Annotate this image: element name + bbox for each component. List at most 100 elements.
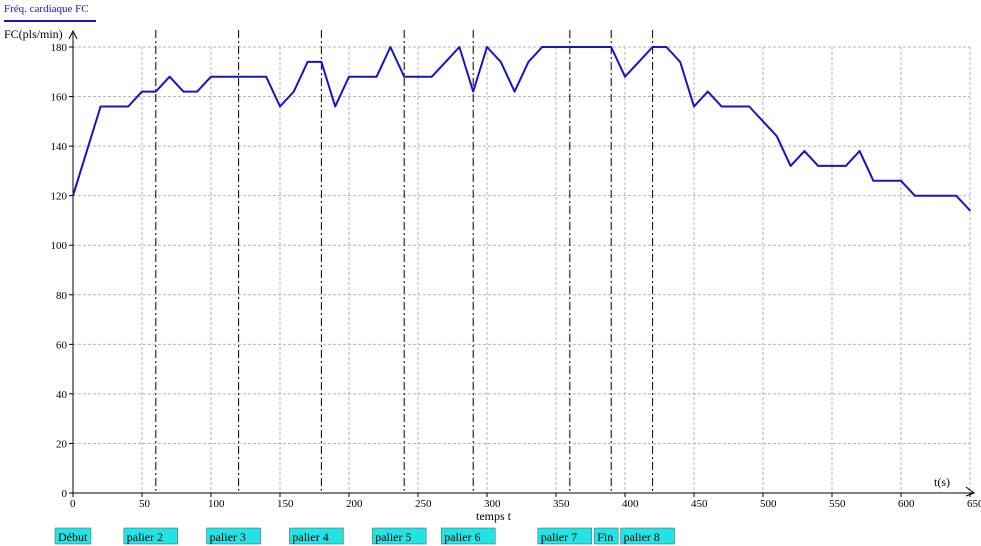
legend-tab[interactable]: Fréq. cardiaque FC [4, 3, 89, 15]
data-point [293, 90, 295, 93]
data-point [389, 46, 392, 48]
x-tick-label: 350 [553, 498, 570, 510]
x-tick-label: 300 [484, 498, 501, 510]
data-point [845, 165, 847, 167]
data-point [679, 61, 681, 63]
data-point [831, 165, 833, 167]
data-point [86, 150, 88, 152]
data-point [665, 46, 668, 48]
phase-marker-label: palier 5 [375, 530, 411, 544]
data-point [417, 75, 419, 78]
x-tick-label: 400 [622, 498, 639, 510]
x-tick-label: 150 [277, 498, 294, 510]
data-point [886, 180, 888, 182]
y-tick-label: 20 [56, 438, 68, 450]
phase-marker-label: palier 2 [127, 530, 163, 544]
heart-rate-line [72, 46, 971, 212]
data-point [500, 61, 502, 63]
data-point [265, 75, 268, 78]
y-axis-label: FC(pls/min) [4, 27, 63, 41]
x-tick-label: 250 [415, 498, 432, 510]
data-point [99, 105, 102, 108]
phase-marker-tag[interactable] [620, 527, 675, 545]
y-tick-label: 140 [51, 141, 68, 153]
phase-marker-tag[interactable] [371, 527, 427, 545]
data-point [610, 46, 612, 48]
data-point [872, 180, 875, 182]
data-point [693, 105, 695, 108]
data-point [458, 46, 461, 48]
phase-marker-label: palier 7 [541, 530, 577, 544]
data-point [858, 150, 861, 152]
data-point [182, 90, 185, 93]
x-tick-label: 200 [346, 498, 363, 510]
x-tick-label: 50 [139, 498, 151, 510]
data-point [541, 46, 543, 48]
phase-marker-tag[interactable] [123, 527, 179, 545]
data-point [168, 75, 171, 78]
data-point [555, 46, 557, 48]
x-tick-label: 600 [898, 498, 915, 510]
x-axis-label: t(s) [934, 475, 950, 489]
data-point [734, 105, 737, 108]
phase-marker-label: palier 8 [624, 530, 660, 544]
legend-line-swatch [4, 20, 96, 22]
x-axis-arrow-icon [965, 486, 976, 497]
x-tick-label: 450 [691, 498, 708, 510]
data-point [969, 209, 971, 212]
y-tick-label: 0 [62, 488, 68, 500]
data-point [196, 90, 198, 93]
y-tick-label: 40 [56, 389, 68, 401]
data-point [762, 120, 764, 123]
phase-marker-tag[interactable] [440, 527, 496, 545]
data-point [320, 61, 323, 63]
data-point [914, 194, 916, 197]
x-tick-label: 500 [760, 498, 777, 510]
data-point [375, 75, 378, 78]
y-tick-label: 120 [51, 191, 68, 203]
data-point [707, 90, 709, 93]
y-tick-label: 100 [51, 240, 68, 252]
data-point [776, 135, 778, 137]
phase-marker-tag[interactable] [537, 527, 593, 545]
data-point [113, 105, 116, 108]
data-point [348, 75, 350, 78]
data-point [486, 46, 488, 48]
data-point [651, 46, 654, 48]
data-point [596, 46, 599, 48]
x-tick-label: 550 [829, 498, 846, 510]
data-point [431, 75, 433, 78]
y-tick-label: 80 [56, 290, 68, 302]
x-tick-label: 100 [208, 498, 225, 510]
data-point [127, 105, 129, 108]
data-point [72, 194, 74, 197]
phase-marker-tag[interactable] [593, 527, 619, 545]
data-point [141, 90, 143, 93]
data-point [444, 61, 447, 63]
phase-marker-label: palier 4 [292, 530, 328, 544]
phase-marker-label: palier 6 [444, 530, 480, 544]
data-point [720, 105, 723, 108]
data-point [817, 165, 819, 167]
data-point [900, 180, 902, 182]
data-point [569, 46, 571, 48]
phase-marker-tag[interactable] [54, 527, 92, 545]
data-point [748, 105, 750, 108]
data-point [237, 75, 240, 78]
phase-marker-tag[interactable] [289, 527, 344, 545]
data-point [624, 75, 626, 78]
y-tick-label: 60 [56, 339, 68, 351]
data-point [362, 75, 364, 78]
phase-marker-tag[interactable] [206, 527, 261, 545]
y-tick-label: 160 [51, 92, 68, 104]
data-point [251, 75, 254, 78]
y-axis-arrow-icon [68, 29, 78, 40]
data-point [155, 90, 157, 93]
data-point [210, 75, 212, 78]
data-point [941, 194, 944, 197]
data-point [955, 194, 957, 197]
data-point [224, 75, 226, 78]
phase-marker-label: Début [58, 530, 88, 544]
